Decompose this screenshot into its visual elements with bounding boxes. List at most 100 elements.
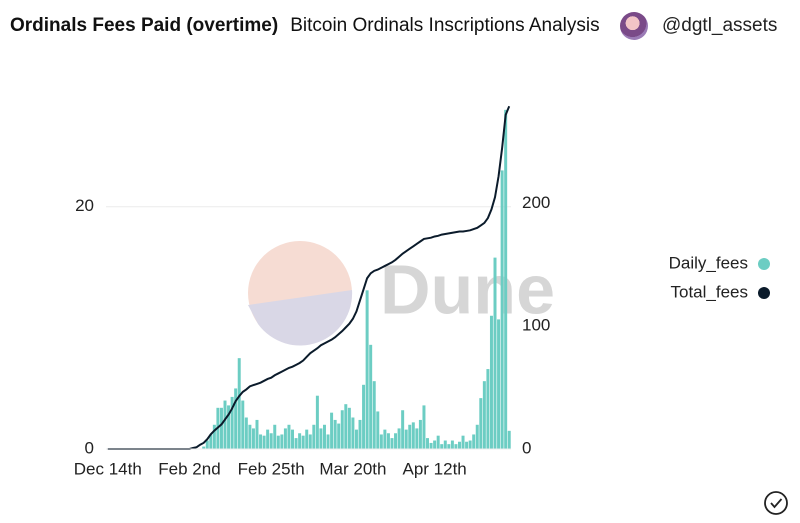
bar [326,434,330,449]
bar [436,435,440,449]
bar [219,407,223,449]
x-tick-label: Mar 20th [319,459,386,478]
bar [401,410,405,449]
watermark: Dune [380,250,555,328]
bar [394,433,398,449]
title: Ordinals Fees Paid (overtime) [10,15,279,36]
bar [372,381,376,449]
bar [365,290,369,449]
bar [202,446,206,449]
bar [255,419,259,449]
bar [362,384,366,449]
y2-tick-label: 200 [522,193,550,212]
avatar [620,12,648,40]
bar [457,441,461,449]
bar [497,319,501,449]
bar [500,170,504,449]
bar [340,410,344,449]
bar [330,412,334,449]
bar [283,428,287,449]
bar [376,411,380,449]
bar [354,429,358,449]
bar [205,440,209,449]
username: @dgtl_assets [662,15,778,36]
bar [315,395,319,449]
bar [319,428,323,449]
check-icon[interactable] [764,491,788,515]
bar [322,424,326,449]
x-tick-label: Dec 14th [74,459,142,478]
bar [443,440,447,449]
bar [418,419,422,449]
bar [241,400,245,449]
x-tick-label: Apr 12th [402,459,466,478]
bar [305,429,309,449]
bar [251,428,255,449]
y2-tick-label: 100 [522,316,550,335]
bar [415,428,419,449]
bar [468,440,472,449]
bar [227,405,231,449]
bar [237,358,241,449]
header: Ordinals Fees Paid (overtime) Bitcoin Ord… [10,10,600,42]
bar [294,438,298,449]
bar [287,424,291,449]
legend-marker [758,287,770,299]
bar [411,422,415,449]
bar [504,109,508,450]
bar [461,435,465,449]
bar [472,434,476,449]
subtitle: Bitcoin Ordinals Inscriptions Analysis [290,15,600,36]
bar [422,405,426,449]
bar [351,417,355,449]
bar [312,424,316,449]
bar [404,429,408,449]
bar [440,444,444,449]
bar [465,441,469,449]
bar [379,434,383,449]
bar [386,433,390,449]
bar [507,430,511,449]
y-tick-label: 0 [85,438,94,457]
bar [486,369,490,449]
bar [269,433,273,449]
bar [482,381,486,449]
bar [280,434,284,449]
bar [397,428,401,449]
bar [493,257,497,449]
bar [426,438,430,449]
bar [276,435,280,449]
bar [344,404,348,449]
bar [291,429,295,449]
bar [429,442,433,449]
legend-label: Total_fees [671,282,749,301]
bar [212,424,216,449]
bar [390,438,394,449]
bar [475,424,479,449]
bar [262,435,266,449]
legend-label: Daily_fees [669,253,748,272]
user[interactable]: @dgtl_assets [620,10,777,42]
bar [234,388,238,449]
bar [383,429,387,449]
x-tick-label: Feb 25th [238,459,305,478]
watermark-logo [248,290,353,346]
bar [447,444,451,449]
bar [358,419,362,449]
bar [209,434,213,449]
bar [450,440,454,449]
bar [259,434,263,449]
bar [230,396,234,449]
legend-marker [758,258,770,270]
bar [248,424,252,449]
bar [273,424,277,449]
bar [298,433,302,449]
bar [489,315,493,449]
bar [308,434,312,449]
y-tick-label: 20 [75,196,94,215]
bar [337,423,341,449]
bar [223,400,227,449]
bar [454,444,458,449]
bar [333,419,337,449]
